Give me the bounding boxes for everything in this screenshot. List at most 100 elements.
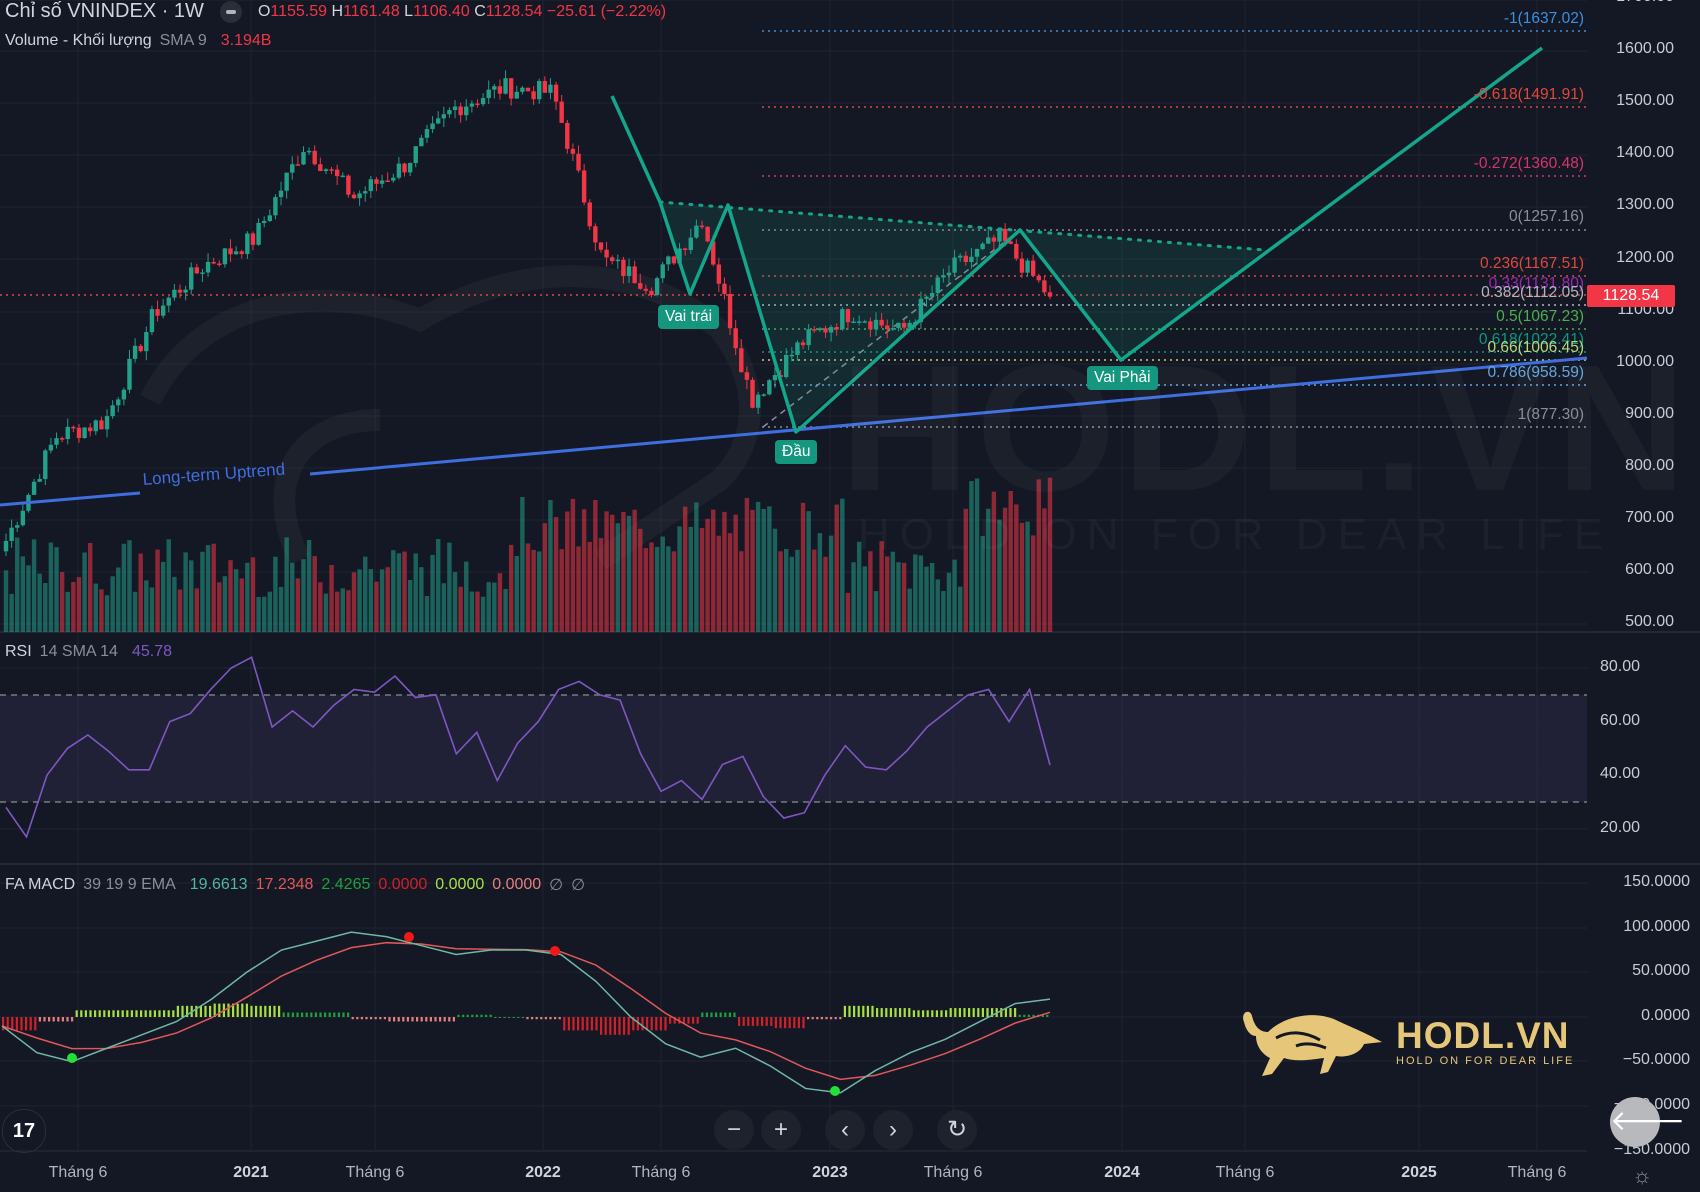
empty-set-icon: ∅ bbox=[571, 877, 586, 894]
time-axis-label: Tháng 6 bbox=[1507, 1164, 1567, 1181]
macd-legend[interactable]: FA MACD 39 19 9 EMA 19.6613 17.2348 2.42… bbox=[5, 875, 585, 895]
macd-axis-label: 0.0000 bbox=[1641, 1006, 1690, 1024]
price-axis-label: 1200.00 bbox=[1616, 248, 1674, 266]
head-label: Đầu bbox=[775, 440, 818, 464]
collapse-legend-button[interactable] bbox=[219, 0, 242, 23]
settings-icon[interactable]: ☼ bbox=[1632, 1163, 1653, 1188]
macd-axis-label: 100.0000 bbox=[1623, 917, 1690, 935]
macd-name: FA MACD bbox=[5, 876, 76, 893]
rsi-params: 14 SMA 14 bbox=[39, 643, 118, 660]
price-axis-label: 900.00 bbox=[1625, 404, 1674, 422]
fib-level-label: 0.236(1167.51) bbox=[1480, 255, 1584, 272]
time-axis-label: 2023 bbox=[812, 1164, 848, 1181]
right-shoulder-label: Vai Phải bbox=[1087, 366, 1158, 390]
high-value: 1161.48 bbox=[343, 2, 400, 20]
histogram-value: 2.4265 bbox=[321, 876, 371, 893]
hodl-logo: HODL.VN HOLD ON FOR DEAR LIFE bbox=[1236, 1002, 1574, 1082]
rsi-axis-label: 80.00 bbox=[1599, 658, 1640, 675]
time-axis-label: Tháng 6 bbox=[345, 1164, 405, 1181]
volume-value: 3.194B bbox=[220, 32, 272, 49]
rsi-axis-label: 20.00 bbox=[1599, 819, 1640, 837]
empty-set-icon: ∅ bbox=[549, 877, 564, 894]
open-label: O bbox=[257, 2, 271, 20]
fib-level-label: 0.5(1067.23) bbox=[1496, 308, 1584, 325]
scroll-to-realtime-button[interactable]: 🡐 bbox=[1610, 1097, 1685, 1147]
macd-line bbox=[1, 931, 1051, 1094]
tradingview-logo[interactable]: 17 bbox=[2, 1109, 46, 1153]
price-axis-label: 500.00 bbox=[1625, 613, 1674, 631]
bull-cross-marker bbox=[830, 1086, 840, 1096]
price-axis-label: 1300.00 bbox=[1616, 196, 1674, 214]
rsi-axis-label: 60.00 bbox=[1599, 711, 1640, 729]
macd-axis-label: 150.0000 bbox=[1623, 873, 1690, 890]
left-shoulder-label: Vai trái bbox=[658, 305, 720, 329]
price-axis-label: 1500.00 bbox=[1616, 92, 1674, 110]
rsi-axis-label: 40.00 bbox=[1599, 765, 1640, 783]
signal-value: 17.2348 bbox=[255, 876, 314, 893]
scroll-right-button[interactable]: › bbox=[873, 1110, 913, 1150]
fib-level-label: 0.786(958.59) bbox=[1487, 364, 1584, 381]
time-axis-label: 2024 bbox=[1104, 1164, 1140, 1181]
price-axis-label: 1000.00 bbox=[1616, 352, 1674, 370]
price-axis-label: 1700.00 bbox=[1616, 0, 1674, 6]
volume-bars bbox=[3, 477, 1053, 632]
fib-level-label: 0(1257.16) bbox=[1509, 208, 1584, 225]
macd-extra-value-3: 0.0000 bbox=[492, 876, 542, 893]
time-axis-label: 2022 bbox=[525, 1164, 561, 1181]
fib-level-label: -1(1637.02) bbox=[1503, 10, 1584, 27]
low-label: L bbox=[404, 2, 414, 20]
long-term-uptrend-line bbox=[0, 491, 141, 507]
fib-level-label: 0.33(1131.80) bbox=[1488, 275, 1584, 292]
low-value: 1106.40 bbox=[413, 2, 470, 20]
symbol-legend[interactable]: Chỉ số VNINDEX · 1W O1155.59 H1161.48 L1… bbox=[5, 0, 666, 23]
bear-cross-marker bbox=[550, 946, 560, 956]
price-axis-label: 700.00 bbox=[1625, 509, 1674, 526]
zoom-out-button[interactable]: − bbox=[714, 1110, 754, 1150]
zoom-in-button[interactable]: + bbox=[761, 1110, 801, 1150]
time-axis-label: 2021 bbox=[233, 1164, 269, 1181]
bull-cross-marker bbox=[67, 1053, 77, 1063]
fib-level-label: 0.66(1006.45) bbox=[1487, 339, 1584, 356]
fib-level-label: 0.618(1022.41) bbox=[1478, 331, 1584, 348]
open-value: 1155.59 bbox=[270, 2, 328, 20]
fib-level-label: -0.618(1491.91) bbox=[1473, 86, 1584, 103]
price-axis-label: 1600.00 bbox=[1616, 40, 1674, 58]
logo-name: HODL.VN bbox=[1396, 1015, 1570, 1056]
bull-icon bbox=[1243, 1011, 1382, 1076]
symbol-title: Chỉ số VNINDEX · 1W bbox=[5, 0, 204, 22]
scroll-left-button[interactable]: ‹ bbox=[825, 1110, 865, 1150]
price-axis-label: 800.00 bbox=[1625, 456, 1674, 474]
price-axis-label: 1400.00 bbox=[1616, 144, 1674, 162]
macd-extra-value-2: 0.0000 bbox=[435, 876, 485, 893]
macd-histogram bbox=[2, 1003, 1049, 1035]
time-axis-label: 2025 bbox=[1401, 1164, 1437, 1181]
time-axis-label: Tháng 6 bbox=[1215, 1164, 1275, 1181]
last-price-tag: 1128.54 bbox=[1587, 285, 1675, 307]
high-label: H bbox=[331, 2, 344, 20]
macd-extra-value-1: 0.0000 bbox=[378, 876, 428, 893]
volume-name: Volume - Khối lượng bbox=[5, 32, 152, 49]
watermark-tagline: HOLD ON FOR DEAR LIFE bbox=[858, 510, 1613, 560]
fib-level-label: 1(877.30) bbox=[1517, 406, 1584, 423]
volume-params: SMA 9 bbox=[159, 32, 207, 49]
rsi-name: RSI bbox=[5, 643, 32, 660]
rsi-line bbox=[5, 656, 1051, 839]
rsi-legend[interactable]: RSI 14 SMA 14 45.78 bbox=[5, 643, 172, 661]
time-axis-label: Tháng 6 bbox=[48, 1164, 108, 1181]
close-value: 1128.54 bbox=[485, 2, 543, 20]
neckline bbox=[658, 200, 1267, 252]
change-value: −25.61 (−2.22%) bbox=[546, 2, 667, 20]
fib-level-label: -0.272(1360.48) bbox=[1473, 155, 1584, 172]
bear-cross-marker bbox=[404, 932, 414, 942]
close-label: C bbox=[474, 2, 486, 20]
volume-legend[interactable]: Volume - Khối lượng SMA 9 3.194B bbox=[5, 32, 271, 50]
rsi-value: 45.78 bbox=[131, 643, 172, 660]
time-axis-label: Tháng 6 bbox=[631, 1164, 691, 1181]
macd-axis-label: 50.0000 bbox=[1632, 962, 1690, 980]
macd-value: 19.6613 bbox=[189, 876, 248, 893]
bull-watermark-icon bbox=[140, 265, 761, 570]
reset-chart-button[interactable]: ↻ bbox=[937, 1110, 977, 1150]
pattern-fill bbox=[660, 202, 1265, 427]
price-axis-label: 600.00 bbox=[1625, 561, 1674, 579]
